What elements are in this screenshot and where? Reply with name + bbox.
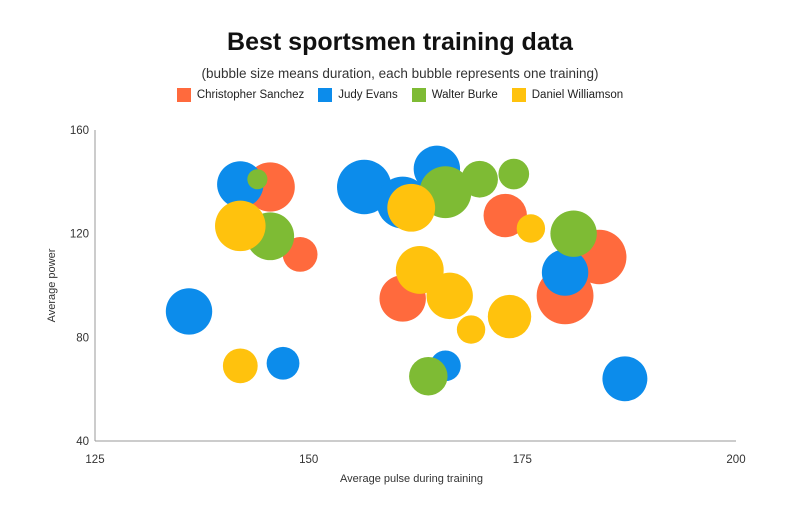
- chart-title: Best sportsmen training data: [227, 28, 573, 56]
- chart-subtitle: (bubble size means duration, each bubble…: [201, 66, 599, 81]
- x-tick-label: 125: [85, 454, 104, 466]
- y-tick-label: 80: [76, 332, 89, 344]
- bubble[interactable]: [516, 214, 546, 243]
- bubble[interactable]: [387, 183, 436, 232]
- legend-label: Walter Burke: [431, 89, 498, 101]
- bubble[interactable]: [426, 272, 473, 320]
- x-tick-label: 200: [726, 454, 745, 466]
- legend: Christopher Sanchez Judy Evans Walter Bu…: [0, 88, 800, 102]
- bubble[interactable]: [266, 346, 300, 380]
- legend-swatch: [176, 88, 191, 102]
- bubble[interactable]: [409, 356, 448, 396]
- bubble[interactable]: [550, 210, 597, 257]
- bubble[interactable]: [461, 160, 498, 198]
- legend-label: Judy Evans: [338, 89, 398, 101]
- legend-label: Daniel Williamson: [531, 89, 624, 101]
- legend-swatch: [511, 88, 526, 102]
- legend-item-daniel-williamson[interactable]: Daniel Williamson: [511, 88, 624, 102]
- bubble[interactable]: [222, 348, 258, 384]
- bubble[interactable]: [498, 158, 530, 190]
- x-axis-title: Average pulse during training: [340, 473, 483, 485]
- bubble[interactable]: [483, 193, 527, 238]
- legend-item-christopher-sanchez[interactable]: Christopher Sanchez: [176, 88, 305, 102]
- x-tick-label: 175: [513, 454, 532, 466]
- bubble[interactable]: [602, 356, 648, 402]
- legend-swatch: [318, 88, 333, 102]
- legend-item-walter-burke[interactable]: Walter Burke: [411, 88, 498, 102]
- legend-label: Christopher Sanchez: [196, 89, 305, 101]
- y-tick-label: 120: [70, 229, 89, 241]
- legend-swatch: [411, 88, 426, 102]
- y-tick-label: 40: [76, 436, 89, 448]
- y-axis-title: Average power: [46, 248, 58, 322]
- axes: 125 150 175 200 40 80 120 160 Average pulse duri…: [46, 125, 746, 485]
- x-tick-label: 150: [299, 454, 318, 466]
- bubble[interactable]: [487, 294, 532, 339]
- bubble[interactable]: [247, 169, 268, 190]
- bubble[interactable]: [456, 315, 486, 344]
- bubble[interactable]: [541, 249, 589, 296]
- bubble[interactable]: [165, 288, 213, 335]
- bubble[interactable]: [215, 200, 266, 252]
- legend-item-judy-evans[interactable]: Judy Evans: [318, 88, 398, 102]
- y-tick-label: 160: [70, 125, 89, 137]
- bubbles: [165, 145, 648, 402]
